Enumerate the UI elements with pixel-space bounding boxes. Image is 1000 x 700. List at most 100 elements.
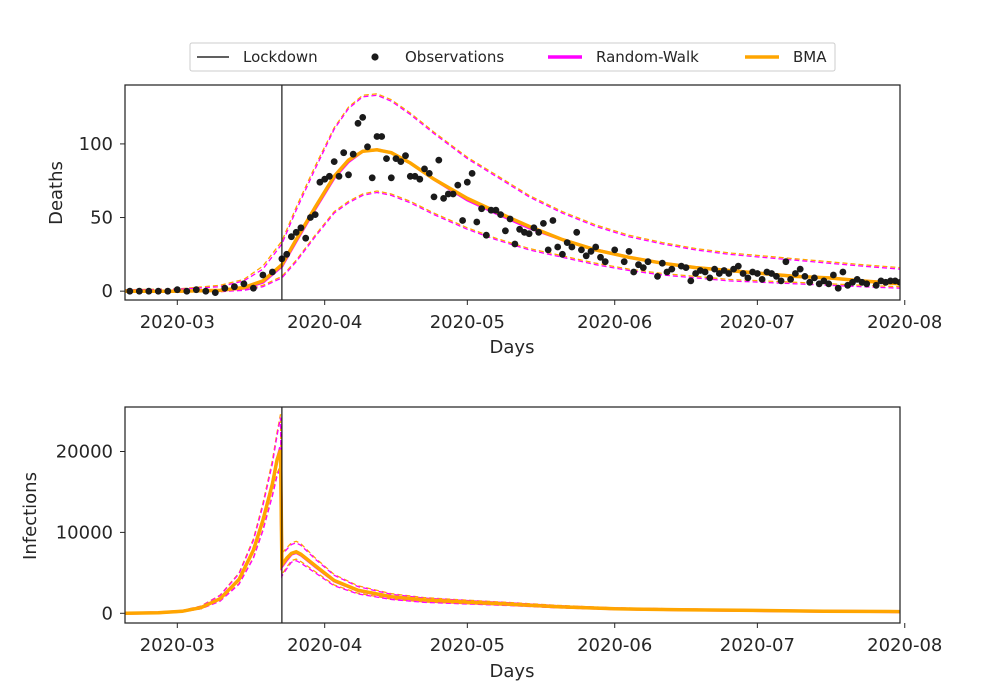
deaths-observation-point	[440, 195, 447, 202]
infections-y-tick-label: 0	[102, 603, 113, 624]
deaths-observation-point	[754, 270, 761, 277]
deaths-observation-point	[582, 252, 590, 260]
deaths-observation-point	[687, 277, 695, 285]
deaths-observation-point	[611, 246, 619, 254]
deaths-observation-point	[711, 265, 718, 273]
infections-x-tick-label: 2020-08	[867, 635, 942, 656]
deaths-observation-point	[658, 259, 666, 267]
deaths-observation-point	[288, 233, 295, 241]
infections-x-tick-label: 2020-03	[140, 635, 215, 656]
deaths-observation-point	[792, 270, 799, 277]
deaths-axes-frame	[124, 84, 901, 301]
infections-axes-frame	[124, 406, 901, 624]
deaths-y-axis-label: Deaths	[46, 161, 67, 225]
deaths-observation-point	[592, 243, 600, 251]
deaths-observation-point	[164, 287, 172, 295]
deaths-observation-point	[430, 193, 438, 201]
deaths-y-tick-label: 0	[102, 281, 113, 302]
deaths-observation-point	[525, 230, 533, 238]
deaths-observation-point	[811, 274, 818, 282]
deaths-observation-point	[482, 231, 490, 239]
legend: Lockdown Observations Random-Walk BMA	[189, 42, 836, 72]
deaths-x-tick-label: 2020-06	[577, 312, 652, 333]
deaths-observation-point	[654, 273, 661, 280]
deaths-observation-point	[406, 172, 414, 180]
deaths-x-tick-label: 2020-07	[720, 312, 795, 333]
deaths-random-walk-lower-band	[125, 191, 900, 293]
deaths-observation-point	[620, 258, 628, 266]
deaths-observation-point	[559, 250, 566, 258]
deaths-observation-point	[145, 287, 153, 295]
deaths-observation-point	[283, 250, 291, 258]
deaths-observation-point	[183, 287, 191, 295]
deaths-observation-point	[725, 270, 733, 277]
infections-panel: 2020-03 2020-04 2020-05 2020-06 2020-07 2020-…	[20, 406, 942, 682]
deaths-x-tick-label: 2020-04	[287, 312, 362, 333]
deaths-observation-point	[368, 174, 376, 182]
deaths-observation-point	[511, 240, 519, 248]
deaths-observation-point	[354, 119, 362, 127]
deaths-observation-point	[644, 258, 652, 266]
deaths-observation-point	[378, 133, 386, 140]
deaths-observation-point	[668, 265, 676, 273]
deaths-observation-point	[425, 170, 433, 177]
deaths-observation-point	[154, 287, 162, 295]
deaths-bma-upper-band	[125, 93, 900, 291]
deaths-observation-point	[135, 287, 143, 295]
infections-y-tick-label: 20000	[56, 441, 113, 462]
deaths-observation-point	[796, 265, 804, 273]
legend-observations-swatch	[371, 53, 379, 61]
deaths-observation-point	[364, 143, 371, 151]
infections-x-ticks: 2020-03 2020-04 2020-05 2020-06 2020-07 2020-…	[140, 623, 942, 656]
deaths-observation-point	[373, 133, 381, 140]
deaths-observation-point	[734, 262, 742, 270]
deaths-observation-point	[782, 258, 790, 266]
deaths-y-tick-label: 100	[79, 134, 113, 155]
deaths-x-axis-label: Days	[490, 337, 535, 358]
deaths-observation-point	[540, 220, 547, 227]
deaths-observation-point	[587, 248, 595, 255]
deaths-bma-mean-line	[125, 148, 900, 293]
deaths-x-tick-label: 2020-03	[140, 312, 215, 333]
deaths-observation-point	[701, 268, 709, 276]
deaths-observation-point	[397, 158, 405, 166]
infections-y-ticks: 0 10000 20000	[56, 441, 125, 624]
deaths-observation-point	[872, 281, 880, 289]
legend-random-walk-label: Random-Walk	[596, 48, 699, 66]
deaths-observation-point	[192, 286, 200, 294]
infections-y-axis-label: Infections	[20, 472, 41, 560]
deaths-observation-point	[492, 206, 500, 214]
infections-y-tick-label: 10000	[56, 522, 113, 543]
legend-observations-label: Observations	[405, 48, 504, 66]
deaths-random-walk-upper-band	[125, 94, 900, 291]
deaths-observation-point	[497, 211, 504, 219]
deaths-observation-point	[777, 277, 785, 285]
deaths-observation-point	[269, 268, 276, 276]
deaths-observation-point	[787, 276, 794, 283]
deaths-observation-point	[383, 155, 390, 163]
infections-x-tick-label: 2020-06	[577, 635, 652, 656]
deaths-observation-point	[506, 215, 514, 223]
deaths-observation-point	[459, 217, 466, 224]
deaths-observation-point	[444, 190, 452, 198]
deaths-observation-point	[563, 239, 571, 247]
deaths-observation-point	[549, 217, 557, 224]
infections-bma-mean-line	[125, 449, 900, 616]
deaths-observation-point	[573, 228, 581, 236]
deaths-observation-point	[202, 287, 210, 295]
deaths-observation-point	[211, 289, 219, 296]
deaths-observation-point	[887, 277, 894, 285]
legend-bma-label: BMA	[793, 48, 827, 66]
deaths-observation-point	[863, 280, 871, 288]
deaths-observation-point	[340, 149, 348, 157]
deaths-observation-point	[463, 178, 471, 186]
deaths-observation-point	[297, 224, 305, 232]
deaths-observation-point	[639, 264, 647, 271]
deaths-y-ticks: 0 50 100	[79, 134, 125, 302]
deaths-series-group	[125, 85, 900, 300]
deaths-observation-point	[834, 284, 842, 292]
deaths-observation-point	[578, 246, 585, 254]
deaths-observation-point	[311, 211, 319, 219]
